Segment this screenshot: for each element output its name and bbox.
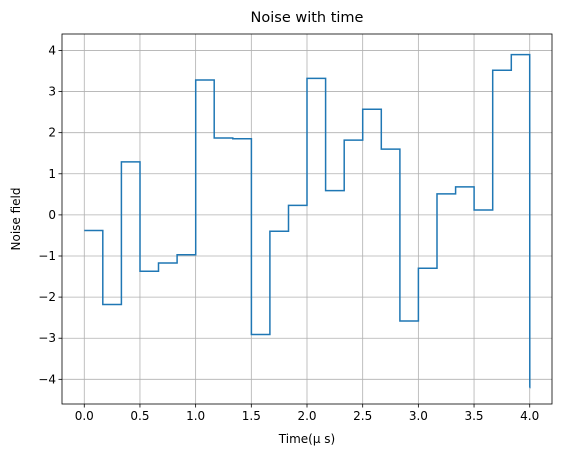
x-tick-label: 1.5 <box>242 409 261 423</box>
y-tick-label: −3 <box>38 331 56 345</box>
y-tick-label: 3 <box>48 85 56 99</box>
y-tick-label: 2 <box>48 126 56 140</box>
chart-title: Noise with time <box>251 10 364 26</box>
y-tick-label: 0 <box>48 208 56 222</box>
y-tick-label: 1 <box>48 167 56 181</box>
y-axis-label: Noise field <box>9 188 23 251</box>
x-tick-label: 2.0 <box>297 409 316 423</box>
x-tick-label: 3.0 <box>409 409 428 423</box>
x-axis-label: Time(μ s) <box>278 432 335 446</box>
y-tick-label: −4 <box>38 372 56 386</box>
noise-step-line <box>84 53 531 389</box>
x-tick-label: 4.0 <box>520 409 539 423</box>
x-tick-label: 3.5 <box>464 409 483 423</box>
y-tick-label: −1 <box>38 249 56 263</box>
x-tick-label: 2.5 <box>353 409 372 423</box>
y-tick-label: 4 <box>48 43 56 57</box>
x-axis-ticks: 0.0 0.5 1.0 1.5 2.0 2.5 3.0 3.5 4.0 <box>75 404 539 423</box>
x-tick-label: 0.5 <box>130 409 149 423</box>
y-axis-ticks: −4 −3 −2 −1 0 1 2 3 4 <box>38 43 62 386</box>
y-tick-label: −2 <box>38 290 56 304</box>
x-tick-label: 1.0 <box>186 409 205 423</box>
x-tick-label: 0.0 <box>75 409 94 423</box>
